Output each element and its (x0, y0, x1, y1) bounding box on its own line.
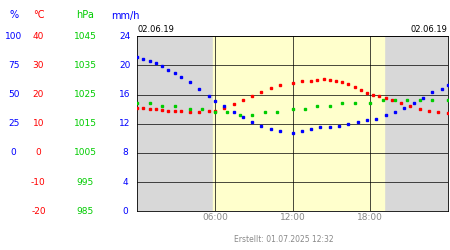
Text: -10: -10 (31, 178, 46, 186)
Text: 20: 20 (33, 90, 44, 99)
Text: 10: 10 (33, 119, 44, 128)
Text: 40: 40 (33, 32, 44, 41)
Text: 985: 985 (76, 207, 94, 216)
Text: 8: 8 (122, 148, 128, 158)
Text: 1015: 1015 (74, 119, 97, 128)
Text: °C: °C (33, 10, 44, 20)
Bar (213, 36, 384, 211)
Text: 20: 20 (119, 61, 130, 70)
Text: 100: 100 (5, 32, 23, 41)
Text: 0: 0 (36, 148, 41, 158)
Text: 02.06.19: 02.06.19 (137, 25, 174, 34)
Text: 1025: 1025 (74, 90, 97, 99)
Text: %: % (9, 10, 18, 20)
Text: 1045: 1045 (74, 32, 97, 41)
Text: 0: 0 (122, 207, 128, 216)
Text: 25: 25 (8, 119, 19, 128)
Text: hPa: hPa (76, 10, 94, 20)
Text: 4: 4 (122, 178, 128, 186)
Text: 1035: 1035 (74, 61, 97, 70)
Text: 02.06.19: 02.06.19 (411, 25, 448, 34)
Text: 30: 30 (33, 61, 44, 70)
Text: 50: 50 (8, 90, 19, 99)
Text: 24: 24 (119, 32, 130, 41)
Text: 1005: 1005 (74, 148, 97, 158)
Text: 995: 995 (76, 178, 94, 186)
Text: Erstellt: 01.07.2025 12:32: Erstellt: 01.07.2025 12:32 (234, 235, 333, 244)
Text: 75: 75 (8, 61, 19, 70)
Text: mm/h: mm/h (111, 10, 139, 20)
Text: -20: -20 (31, 207, 46, 216)
Text: 0: 0 (11, 148, 17, 158)
Text: 12: 12 (119, 119, 130, 128)
Text: 16: 16 (119, 90, 130, 99)
